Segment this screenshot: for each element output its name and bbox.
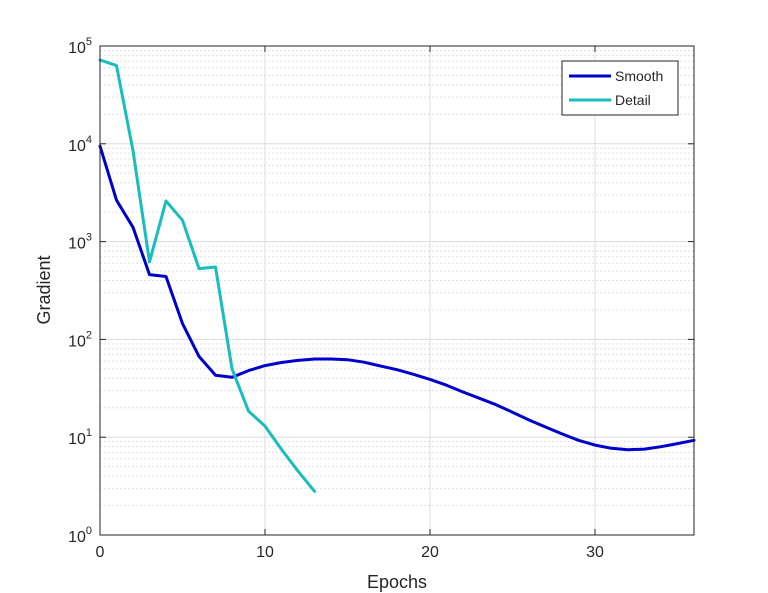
x-tick-label: 30	[586, 544, 604, 561]
series-smooth-line	[98, 144, 696, 452]
legend-label-smooth: Smooth	[615, 68, 663, 84]
x-tick-label: 10	[256, 544, 274, 561]
legend: Smooth Detail	[561, 60, 679, 116]
plot-area	[100, 46, 694, 535]
x-tick-label: 20	[421, 544, 439, 561]
legend-box	[561, 60, 679, 116]
y-tick-exponent: 1	[86, 427, 92, 439]
y-axis-label: Gradient	[34, 255, 54, 324]
series-layer	[98, 58, 696, 493]
y-tick-base: 10	[68, 529, 86, 546]
y-tick-exponent: 2	[86, 329, 92, 341]
minor-grid	[100, 49, 694, 507]
y-tick-label: 103	[68, 232, 92, 253]
y-tick-exponent: 3	[86, 232, 92, 244]
y-tick-label: 105	[68, 36, 92, 57]
y-tick-label: 100	[68, 525, 92, 546]
y-tick-base: 10	[68, 40, 86, 57]
y-tick-exponent: 4	[86, 134, 92, 146]
y-tick-base: 10	[68, 138, 86, 155]
plot-frame	[99, 45, 695, 536]
x-tick-label: 0	[96, 544, 105, 561]
tick-marks	[99, 45, 694, 536]
y-tick-base: 10	[68, 431, 86, 448]
y-tick-label: 104	[68, 134, 92, 155]
y-tick-label: 101	[68, 427, 92, 448]
y-tick-base: 10	[68, 236, 86, 253]
y-tick-exponent: 5	[86, 36, 92, 48]
y-tick-label: 102	[68, 329, 92, 350]
series-detail-line	[98, 58, 316, 493]
legend-label-detail: Detail	[615, 92, 651, 108]
y-tick-exponent: 0	[86, 525, 92, 537]
y-tick-base: 10	[68, 333, 86, 350]
x-tick-labels: 0 10 20 30	[96, 544, 604, 561]
x-axis-label: Epochs	[367, 572, 427, 592]
